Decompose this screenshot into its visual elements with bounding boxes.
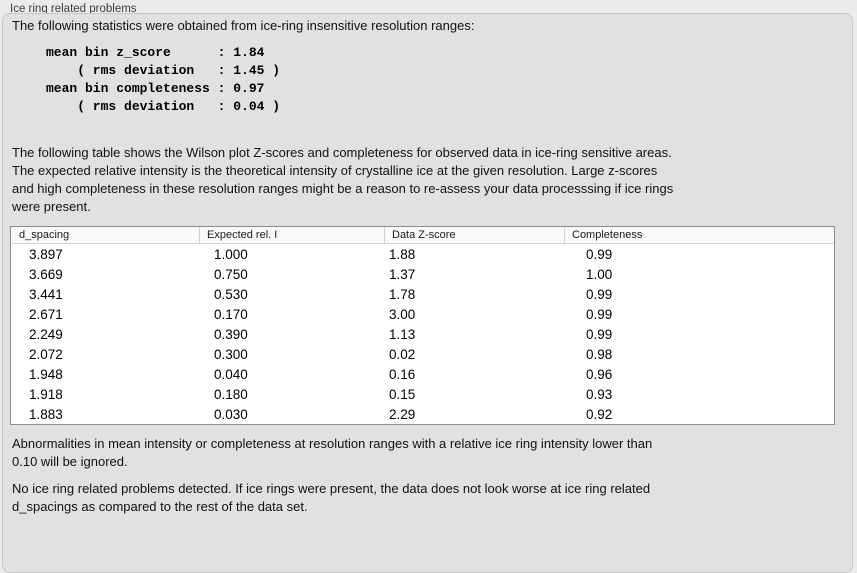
column-header-d-spacing[interactable]: d_spacing [11,227,199,244]
table-row[interactable]: 2.671 0.170 3.00 0.99 [11,304,834,324]
table-cell: 0.170 [214,306,248,322]
table-cell: 1.00 [586,266,613,282]
table-cell: 3.00 [389,306,416,322]
table-cell: 1.883 [29,406,63,422]
stats-block: mean bin z_score : 1.84 ( rms deviation … [46,45,281,114]
ice-ring-table: d_spacing Expected rel. I Data Z-score C… [10,226,835,425]
table-cell: 0.750 [214,266,248,282]
table-row[interactable]: 3.897 1.000 1.88 0.99 [11,244,834,264]
table-cell: 1.78 [389,286,416,302]
ice-ring-table-header: d_spacing Expected rel. I Data Z-score C… [11,227,834,244]
table-cell: 1.13 [389,326,416,342]
table-cell: 0.16 [389,366,416,382]
table-row[interactable]: 3.441 0.530 1.78 0.99 [11,284,834,304]
table-cell: 0.390 [214,326,248,342]
table-cell: 1.948 [29,366,63,382]
table-cell: 0.180 [214,386,248,402]
table-cell: 1.37 [389,266,416,282]
table-cell: 1.000 [214,246,248,262]
table-cell: 0.93 [586,386,613,402]
table-cell: 0.99 [586,286,613,302]
table-cell: 0.15 [389,386,416,402]
table-row[interactable]: 2.072 0.300 0.02 0.98 [11,344,834,364]
table-row[interactable]: 3.669 0.750 1.37 1.00 [11,264,834,284]
column-header-data-z-score[interactable]: Data Z-score [384,227,564,244]
table-cell: 3.441 [29,286,63,302]
groupbox-title: Ice ring related problems [10,3,137,15]
table-cell: 2.671 [29,306,63,322]
table-cell: 0.02 [389,346,416,362]
table-cell: 0.96 [586,366,613,382]
table-row[interactable]: 1.918 0.180 0.15 0.93 [11,384,834,404]
ice-ring-table-body: 3.897 1.000 1.88 0.99 3.669 0.750 1.37 1.00 3.44… [11,244,834,424]
table-row[interactable]: 2.249 0.390 1.13 0.99 [11,324,834,344]
table-row[interactable]: 1.883 0.030 2.29 0.92 [11,404,834,424]
table-cell: 0.530 [214,286,248,302]
table-cell: 3.669 [29,266,63,282]
table-row[interactable]: 1.948 0.040 0.16 0.96 [11,364,834,384]
table-cell: 0.92 [586,406,613,422]
conclusion-text: No ice ring related problems detected. I… [12,481,651,514]
column-header-completeness[interactable]: Completeness [564,227,834,244]
ignore-threshold-note: Abnormalities in mean intensity or compl… [12,436,653,469]
table-cell: 0.040 [214,366,248,382]
table-cell: 1.88 [389,246,416,262]
table-cell: 1.918 [29,386,63,402]
table-description-text: The following table shows the Wilson plo… [12,145,674,214]
table-cell: 2.249 [29,326,63,342]
intro-text: The following statistics were obtained f… [12,18,475,33]
table-cell: 2.29 [389,406,416,422]
table-cell: 3.897 [29,246,63,262]
column-header-expected-rel-i[interactable]: Expected rel. I [199,227,384,244]
table-cell: 2.072 [29,346,63,362]
table-cell: 0.99 [586,306,613,322]
table-cell: 0.98 [586,346,613,362]
table-cell: 0.300 [214,346,248,362]
table-cell: 0.99 [586,326,613,342]
table-cell: 0.030 [214,406,248,422]
table-cell: 0.99 [586,246,613,262]
